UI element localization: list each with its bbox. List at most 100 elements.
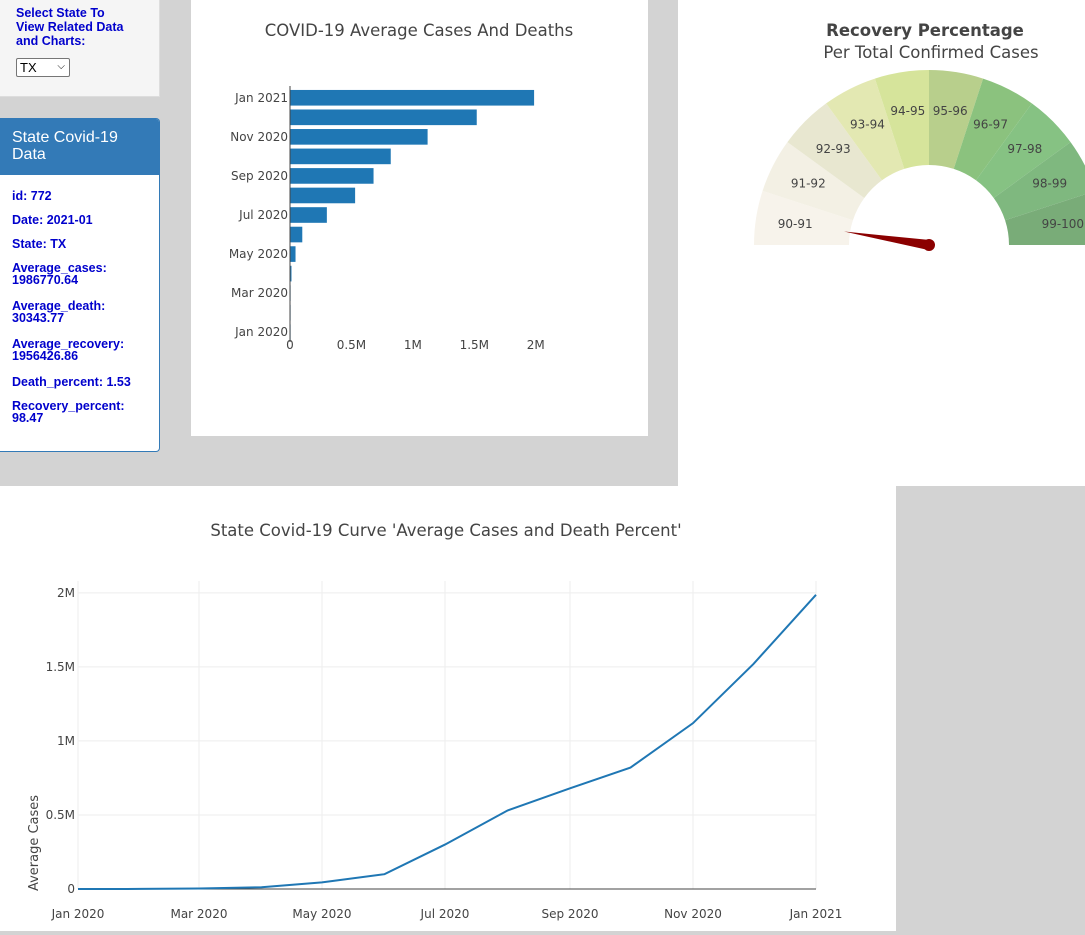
info-panel-heading: State Covid-19 Data: [0, 119, 159, 175]
gauge-title: Recovery Percentage: [826, 21, 1024, 40]
bar-chart-y-tick-label: Sep 2020: [231, 169, 288, 183]
gauge-step-96-97: [953, 78, 1032, 181]
bar-chart-y-tick-label: Mar 2020: [231, 286, 288, 300]
line-chart-y-tick-label: 0.5M: [46, 808, 75, 822]
info-text: Death_percent: 1.53: [12, 375, 131, 389]
bar-chart: COVID-19 Average Cases And Deaths Jan 20…: [229, 21, 573, 352]
info-average-recovery: Average_recovery: 1956426.86: [12, 337, 152, 363]
info-text: Average_recovery:: [12, 337, 125, 351]
line-chart-y-tick-label: 2M: [57, 586, 75, 600]
state-selector-label-line: Select State To: [16, 6, 105, 20]
info-text: Date: 2021-01: [12, 213, 93, 227]
bar-apr-2020: [290, 265, 292, 282]
gauge-step-97-98: [976, 103, 1071, 198]
gauge-step-99-100: [1005, 194, 1085, 245]
info-text: 30343.77: [12, 311, 65, 325]
bar-chart-panel: COVID-19 Average Cases And Deaths Jan 20…: [191, 0, 648, 436]
gauge-step-label: 91-92: [791, 176, 826, 190]
bar-may-2020: [290, 246, 296, 262]
bar-chart-x-tick-label: 0.5M: [337, 338, 366, 352]
line-chart-title: State Covid-19 Curve 'Average Cases and …: [210, 521, 681, 540]
line-chart-x-tick-label: Mar 2020: [170, 907, 227, 921]
bar-chart-x-tick-label: 1M: [404, 338, 422, 352]
state-select-value: TX: [20, 60, 37, 75]
gauge-step-label: 93-94: [850, 117, 885, 131]
state-selector-label-line: and Charts:: [16, 34, 86, 48]
line-chart-x-tick-label: Sep 2020: [542, 907, 599, 921]
info-average-death: Average_death: 30343.77: [12, 299, 152, 325]
gauge-step-94-95: [874, 70, 929, 169]
bar-jul-2020: [290, 207, 327, 223]
info-id: id: 772: [12, 189, 152, 203]
line-chart-y-tick-label: 0: [67, 882, 75, 896]
info-state: State: TX: [12, 237, 152, 251]
bar-dec-2020: [290, 109, 477, 126]
bar-chart-y-tick-label: May 2020: [229, 247, 288, 261]
gauge-step-label: 96-97: [973, 117, 1008, 131]
bar-chart-title: COVID-19 Average Cases And Deaths: [265, 21, 573, 40]
line-chart-x-tick-label: Jan 2020: [51, 907, 105, 921]
state-selector-label: Select State To View Related Data and Ch…: [16, 6, 156, 48]
line-chart-y-tick-label: 1M: [57, 734, 75, 748]
line-chart-y-tick-label: 1.5M: [46, 660, 75, 674]
gauge-step-95-96: [929, 70, 984, 169]
gauge-step-92-93: [787, 103, 882, 198]
gauge-needle: [844, 231, 930, 250]
gauge-chart-panel: Recovery Percentage Per Total Confirmed …: [678, 0, 1085, 486]
line-series-average-cases: [77, 594, 817, 890]
gauge-needle-hub: [923, 239, 935, 251]
info-text: Recovery_percent:: [12, 399, 125, 413]
bar-chart-y-tick-label: Jan 2020: [234, 325, 288, 339]
state-select[interactable]: TX ⌵: [16, 58, 70, 77]
bar-aug-2020: [290, 187, 356, 204]
info-text: id: 772: [12, 189, 52, 203]
info-text: State: TX: [12, 237, 67, 251]
line-chart-x-tick-label: Nov 2020: [664, 907, 722, 921]
gauge-step-label: 92-93: [816, 142, 851, 156]
info-recovery-percent: Recovery_percent: 98.47: [12, 399, 152, 425]
state-selector-label-line: View Related Data: [16, 20, 124, 34]
line-chart-x-tick-label: Jan 2021: [789, 907, 843, 921]
line-chart-y-axis-label: Average Cases: [27, 795, 42, 891]
gauge-step-label: 94-95: [890, 104, 925, 118]
bar-chart-x-tick-label: 2M: [527, 338, 545, 352]
info-text: 1986770.64: [12, 273, 79, 287]
state-selector-card: Select State To View Related Data and Ch…: [0, 0, 160, 97]
gauge-step-label: 99-100: [1042, 217, 1085, 231]
gauge-step-98-99: [993, 142, 1085, 221]
state-info-panel: State Covid-19 Data id: 772 Date: 2021-0…: [0, 118, 160, 452]
info-date: Date: 2021-01: [12, 213, 152, 227]
gauge-step-91-92: [762, 142, 865, 221]
bar-jun-2020: [290, 226, 303, 243]
bar-chart-x-tick-label: 1.5M: [460, 338, 489, 352]
chevron-down-icon: ⌵: [57, 61, 65, 72]
info-text: Average_death:: [12, 299, 106, 313]
gauge-step-93-94: [826, 78, 905, 181]
bar-chart-y-tick-label: Jan 2021: [234, 91, 288, 105]
gauge-step-label: 98-99: [1032, 176, 1067, 190]
info-text: 98.47: [12, 411, 44, 425]
bar-sep-2020: [290, 168, 374, 184]
line-chart-x-tick-label: Jul 2020: [420, 907, 470, 921]
bar-oct-2020: [290, 148, 391, 165]
gauge-chart: Recovery Percentage Per Total Confirmed …: [754, 21, 1085, 251]
bar-chart-y-tick-label: Jul 2020: [238, 208, 288, 222]
gauge-subtitle: Per Total Confirmed Cases: [823, 43, 1038, 62]
bar-chart-x-tick-label: 0: [286, 338, 294, 352]
info-text: Average_cases:: [12, 261, 107, 275]
bar-chart-y-tick-label: Nov 2020: [230, 130, 288, 144]
info-average-cases: Average_cases: 1986770.64: [12, 261, 152, 287]
gauge-step-label: 90-91: [778, 217, 813, 231]
info-heading-line: State Covid-19: [12, 129, 118, 146]
gauge-step-label: 95-96: [933, 104, 968, 118]
info-text: 1956426.86: [12, 349, 79, 363]
line-chart-x-tick-label: May 2020: [292, 907, 351, 921]
line-chart: State Covid-19 Curve 'Average Cases and …: [27, 521, 843, 921]
line-chart-panel: State Covid-19 Curve 'Average Cases and …: [0, 486, 896, 931]
gauge-step-label: 97-98: [1007, 142, 1042, 156]
gauge-step-90-91: [754, 190, 853, 245]
info-death-percent: Death_percent: 1.53: [12, 375, 152, 389]
info-heading-line: Data: [12, 146, 46, 163]
bar-jan-2021: [290, 89, 535, 106]
bar-nov-2020: [290, 129, 428, 145]
